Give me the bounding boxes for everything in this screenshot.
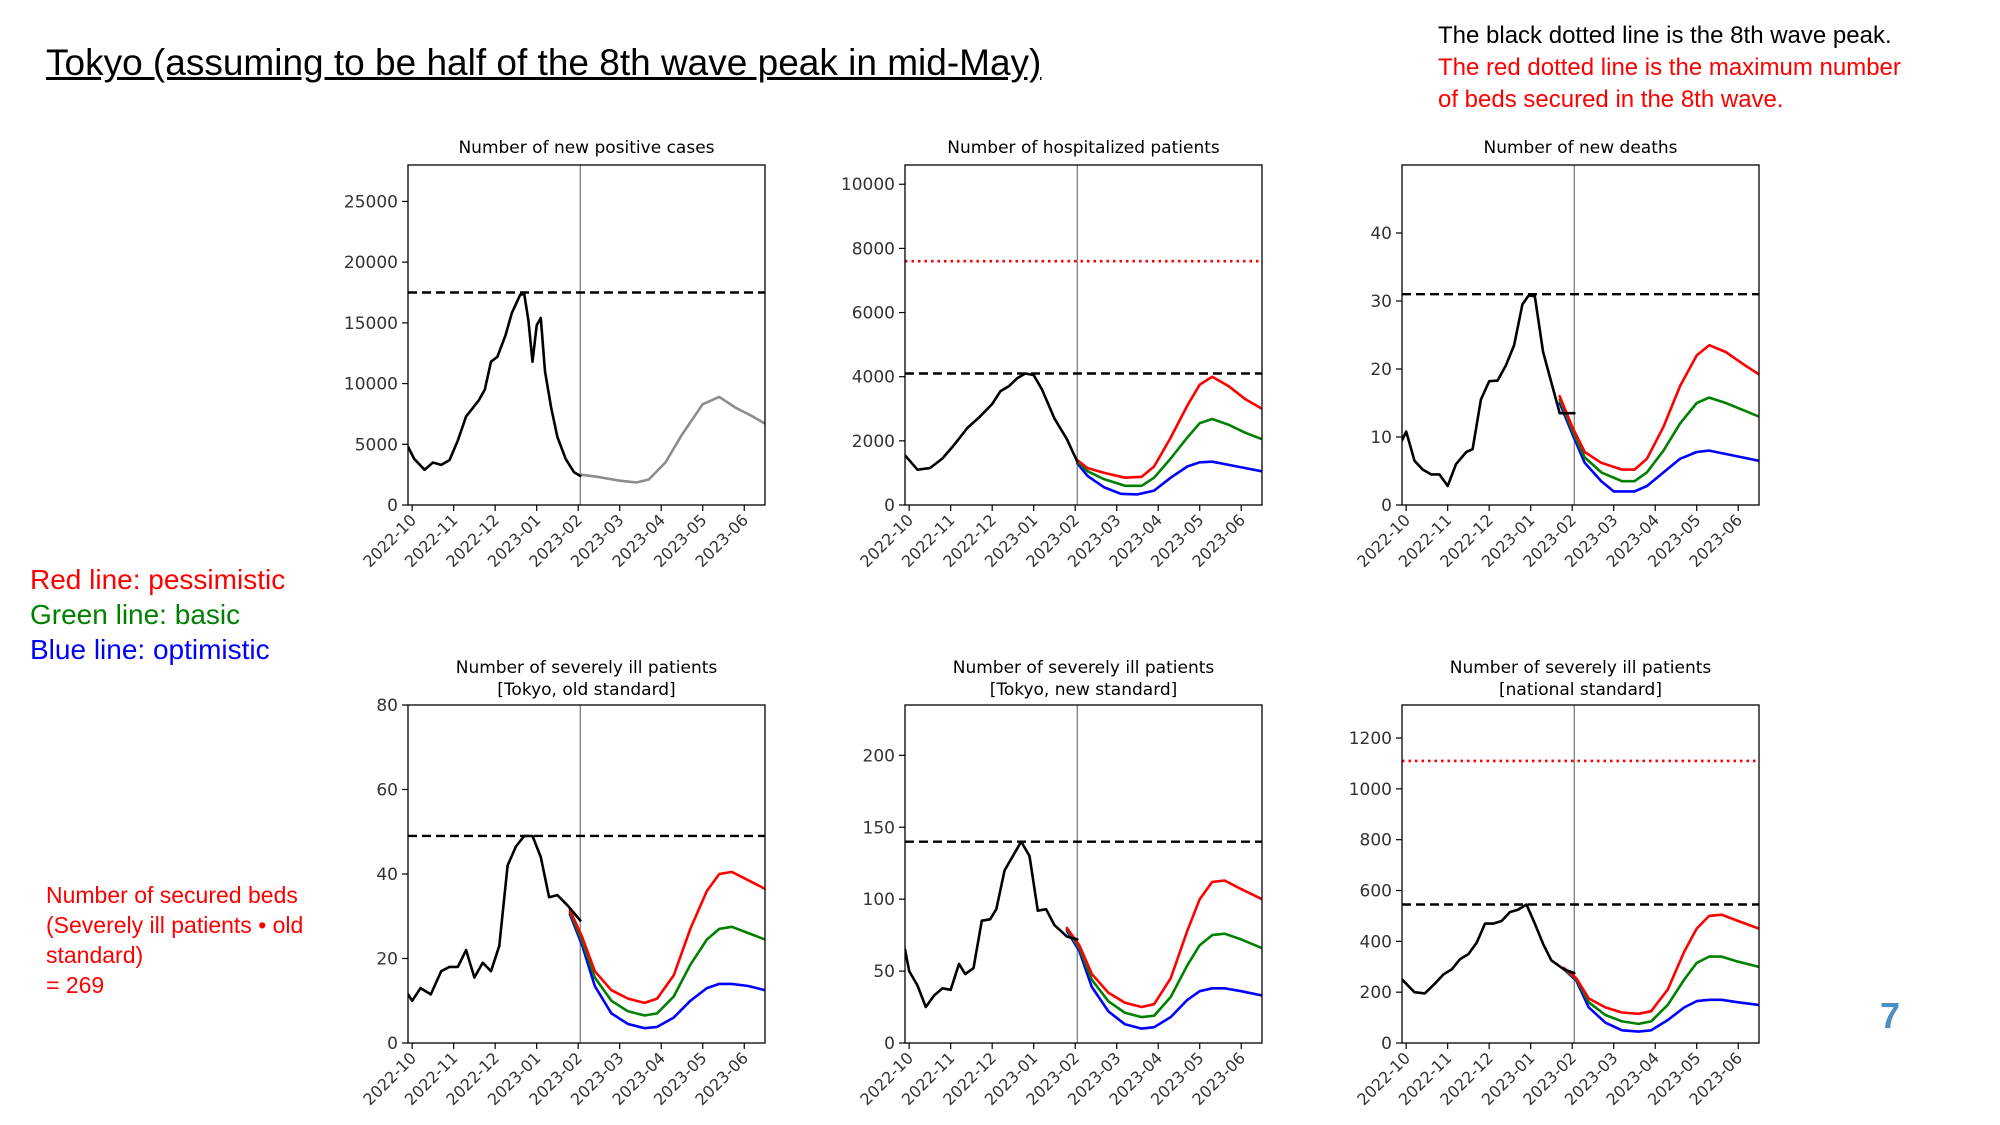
y-tick-label: 20 [1370, 360, 1392, 380]
legend-basic: Green line: basic [30, 599, 241, 630]
peak-line-note: The black dotted line is the 8th wave pe… [1438, 22, 1892, 49]
y-tick-label: 0 [884, 1034, 895, 1054]
y-tick-label: 6000 [852, 304, 895, 324]
y-tick-label: 50 [873, 962, 895, 982]
chart-title: Number of severely ill patients [953, 658, 1215, 678]
pessimistic-line [1065, 879, 1262, 1009]
chart-title: Number of hospitalized patients [947, 138, 1220, 158]
y-tick-label: 40 [1370, 224, 1392, 244]
y-tick-label: 800 [1360, 831, 1392, 851]
y-tick-label: 10000 [344, 375, 398, 395]
y-tick-label: 4000 [852, 368, 895, 388]
y-tick-label: 200 [863, 746, 895, 766]
legend-pessimistic: Red line: pessimistic [30, 564, 286, 595]
basic-line [1558, 396, 1759, 483]
page-title: Tokyo (assuming to be half of the 8th wa… [46, 42, 1042, 83]
y-tick-label: 20000 [344, 253, 398, 273]
chart-title: Number of new deaths [1484, 138, 1678, 158]
actual-line [1402, 294, 1576, 488]
plot-frame [407, 704, 766, 1044]
chart-title: Number of new positive cases [458, 138, 714, 158]
plot-frame [1401, 704, 1760, 1044]
pessimistic-line [1558, 343, 1759, 471]
chart-new-positive-cases: Number of new positive cases 0 5000 10000 15… [344, 138, 766, 571]
chart-severely-ill-tokyo-new: Number of severely ill patients[Tokyo, n… [856, 658, 1263, 1109]
beds-note-line-4: = 269 [46, 972, 105, 998]
beds-line-note-2: of beds secured in the 8th wave. [1438, 86, 1784, 113]
optimistic-line [1558, 401, 1759, 493]
optimistic-line [1562, 968, 1759, 1033]
actual-line [408, 292, 582, 478]
y-tick-label: 150 [863, 818, 895, 838]
optimistic-line [1065, 929, 1262, 1030]
chart-hospitalized-patients: Number of hospitalized patients 0 2000 4000… [841, 138, 1263, 571]
line-style-notes: The black dotted line is the 8th wave pe… [1438, 20, 1901, 116]
chart-title: Number of severely ill patients [1450, 658, 1712, 678]
projection-line [579, 395, 765, 484]
plot-frame [904, 164, 1263, 506]
beds-note-line-1: Number of secured beds [46, 882, 298, 908]
optimistic-line [1076, 460, 1262, 496]
actual-line [905, 840, 1079, 1009]
y-tick-label: 40 [376, 865, 398, 885]
actual-line [905, 372, 1079, 471]
y-tick-label: 5000 [355, 435, 398, 455]
plot-frame [1401, 164, 1760, 506]
chart-subtitle: [Tokyo, old standard] [497, 680, 675, 700]
plot-frame [407, 164, 766, 506]
y-tick-label: 10000 [841, 175, 895, 195]
y-tick-label: 0 [1381, 1034, 1392, 1054]
y-tick-label: 15000 [344, 314, 398, 334]
y-tick-label: 600 [1360, 882, 1392, 902]
pessimistic-line [568, 870, 765, 1005]
y-tick-label: 0 [387, 1034, 398, 1054]
y-tick-label: 80 [376, 696, 398, 716]
y-tick-label: 0 [1381, 496, 1392, 516]
y-tick-label: 25000 [344, 192, 398, 212]
pessimistic-line [1076, 375, 1262, 479]
y-tick-label: 30 [1370, 292, 1392, 312]
plot-frame [904, 704, 1263, 1044]
optimistic-line [568, 912, 765, 1030]
pessimistic-line [1562, 913, 1759, 1016]
basic-line [1076, 417, 1262, 488]
chart-severely-ill-national: Number of severely ill patients[national… [1349, 658, 1760, 1109]
y-tick-label: 2000 [852, 432, 895, 452]
chart-title: Number of severely ill patients [456, 658, 718, 678]
y-tick-label: 400 [1360, 932, 1392, 952]
y-tick-label: 8000 [852, 239, 895, 259]
chart-subtitle: [national standard] [1499, 680, 1662, 700]
basic-line [1065, 928, 1262, 1019]
chart-severely-ill-tokyo-old: Number of severely ill patients[Tokyo, o… [359, 658, 766, 1109]
y-tick-label: 100 [863, 890, 895, 910]
y-tick-label: 0 [884, 496, 895, 516]
legend-optimistic: Blue line: optimistic [30, 634, 270, 665]
secured-beds-note: Number of secured beds (Severely ill pat… [46, 880, 346, 1000]
basic-line [1562, 955, 1759, 1026]
y-tick-label: 0 [387, 496, 398, 516]
chart-subtitle: [Tokyo, new standard] [990, 680, 1178, 700]
actual-line [408, 834, 582, 1003]
basic-line [568, 910, 765, 1017]
beds-note-line-3: standard) [46, 942, 144, 968]
y-tick-label: 20 [376, 950, 398, 970]
actual-line [1402, 903, 1576, 995]
beds-line-note-1: The red dotted line is the maximum numbe… [1438, 54, 1901, 81]
scenario-legend: Red line: pessimistic Green line: basic … [30, 562, 285, 667]
chart-new-deaths: Number of new deaths0102030402022-102022… [1353, 138, 1760, 571]
y-tick-label: 60 [376, 781, 398, 801]
beds-note-line-2: (Severely ill patients • old [46, 912, 304, 938]
y-tick-label: 1000 [1349, 780, 1392, 800]
y-tick-label: 200 [1360, 983, 1392, 1003]
y-tick-label: 10 [1370, 428, 1392, 448]
page-number: 7 [1880, 995, 1901, 1036]
y-tick-label: 1200 [1349, 729, 1392, 749]
